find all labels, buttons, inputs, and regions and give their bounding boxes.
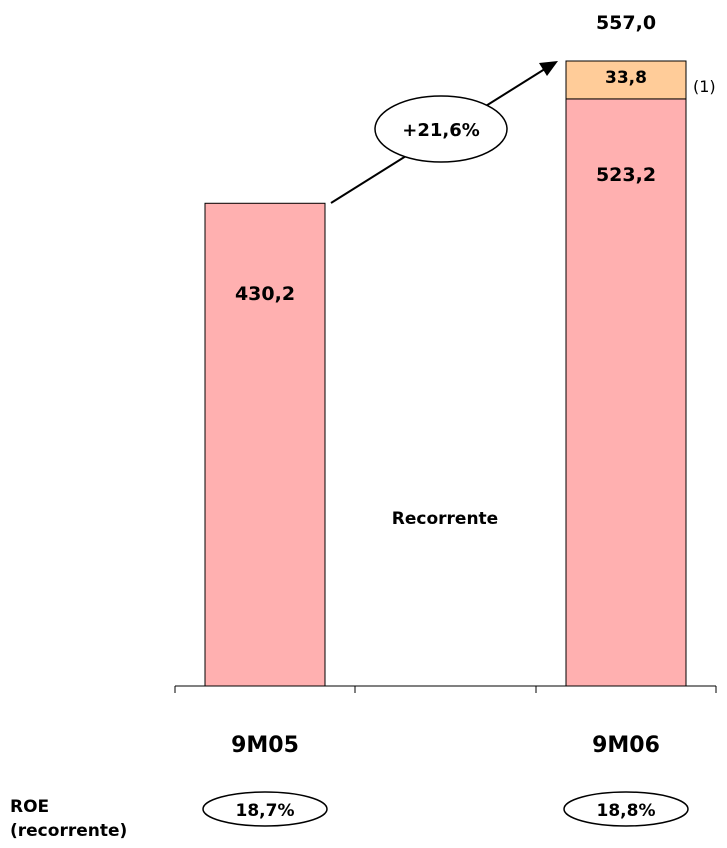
bar-9m06-series-1	[565, 60, 687, 100]
bars	[204, 60, 687, 687]
bar-9m06-series-0	[565, 98, 687, 687]
data-label-9m06-other: 33,8	[605, 68, 647, 88]
roe-title: ROE (recorrente)	[10, 795, 127, 843]
footnote-marker: (1)	[693, 77, 716, 96]
roe-title-line2: (recorrente)	[10, 821, 128, 841]
growth-ellipse	[374, 95, 508, 163]
roe-value-9m05: 18,7%	[236, 801, 295, 821]
data-label-9m06-recorrente: 523,2	[596, 164, 656, 186]
x-tick-label-9m05: 9M05	[231, 733, 299, 758]
roe-value-9m06: 18,8%	[597, 801, 656, 821]
bar-9m05-series-0	[204, 202, 326, 687]
roe-oval-9m05	[202, 791, 328, 827]
series-label-recorrente: Recorrente	[392, 509, 498, 529]
roe-oval-9m06	[563, 791, 689, 827]
total-label-9m06: 557,0	[596, 12, 656, 34]
growth-label: +21,6%	[402, 120, 480, 141]
roe-title-line1: ROE	[10, 797, 50, 817]
data-label-9m05-recorrente: 430,2	[235, 283, 295, 305]
growth-arrow-head	[539, 61, 558, 76]
x-tick-label-9m06: 9M06	[592, 733, 660, 758]
